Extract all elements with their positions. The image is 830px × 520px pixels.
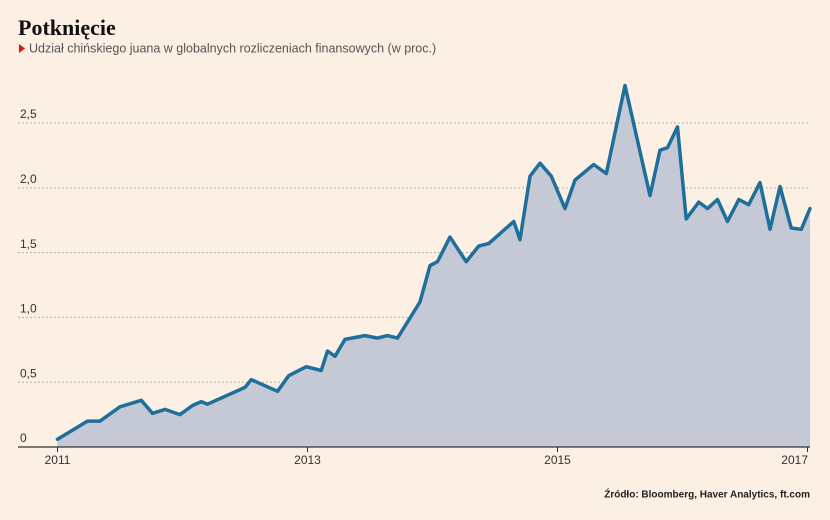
y-tick-label: 0 — [20, 431, 27, 445]
y-tick-label: 2,0 — [20, 172, 37, 186]
x-tick-label: 2015 — [544, 453, 571, 467]
subtitle-marker — [19, 44, 25, 53]
y-tick-label: 1,0 — [20, 302, 37, 316]
y-tick-label: 0,5 — [20, 366, 37, 380]
y-tick-label: 1,5 — [20, 237, 37, 251]
chart-subtitle: Udział chińskiego juana w globalnych roz… — [29, 41, 436, 55]
area — [57, 85, 810, 447]
y-tick-label: 2,5 — [20, 107, 37, 121]
chart-title: Potknięcie — [18, 15, 116, 40]
x-tick-label: 2011 — [45, 453, 71, 467]
line — [55, 83, 812, 441]
x-tick-label: 2017 — [781, 453, 808, 467]
x-tick-label: 2013 — [294, 453, 321, 467]
source-note: Źródło: Bloomberg, Haver Analytics, ft.c… — [604, 488, 810, 501]
